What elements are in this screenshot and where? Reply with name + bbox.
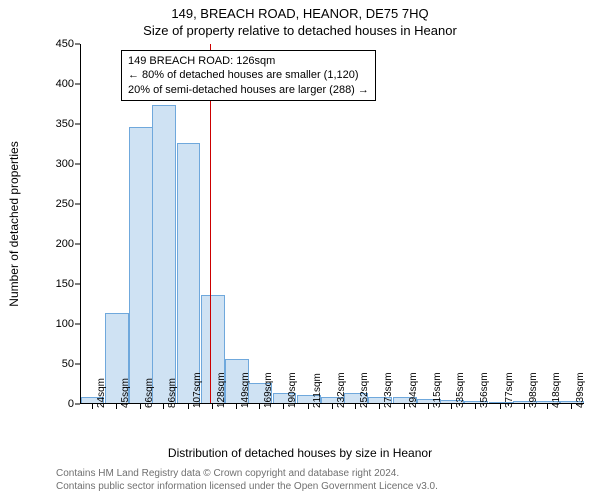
x-tick-label: 418sqm bbox=[551, 372, 562, 408]
x-tick-label: 190sqm bbox=[287, 372, 298, 408]
x-axis-title: Distribution of detached houses by size … bbox=[0, 446, 600, 460]
x-tick-label: 232sqm bbox=[336, 372, 347, 408]
y-tick-label: 450 bbox=[48, 38, 74, 50]
y-tick-mark bbox=[75, 204, 80, 205]
y-tick-mark bbox=[75, 324, 80, 325]
x-tick-mark bbox=[404, 404, 405, 409]
x-tick-label: 398sqm bbox=[528, 372, 539, 408]
x-tick-label: 356sqm bbox=[479, 372, 490, 408]
x-tick-mark bbox=[236, 404, 237, 409]
x-tick-label: 66sqm bbox=[144, 378, 155, 408]
x-tick-label: 86sqm bbox=[167, 378, 178, 408]
histogram-bar bbox=[129, 127, 153, 403]
y-tick-mark bbox=[75, 84, 80, 85]
x-tick-label: 335sqm bbox=[455, 372, 466, 408]
x-tick-label: 439sqm bbox=[575, 372, 586, 408]
info-line-3: 20% of semi-detached houses are larger (… bbox=[128, 83, 369, 97]
x-tick-mark bbox=[259, 404, 260, 409]
y-tick-mark bbox=[75, 244, 80, 245]
x-tick-label: 24sqm bbox=[96, 378, 107, 408]
x-tick-label: 107sqm bbox=[192, 372, 203, 408]
y-tick-label: 200 bbox=[48, 238, 74, 250]
y-tick-mark bbox=[75, 124, 80, 125]
y-axis-label: Number of detached properties bbox=[7, 141, 21, 306]
x-tick-mark bbox=[188, 404, 189, 409]
x-tick-mark bbox=[475, 404, 476, 409]
info-box: 149 BREACH ROAD: 126sqm ← 80% of detache… bbox=[121, 50, 376, 101]
x-tick-mark bbox=[140, 404, 141, 409]
x-tick-mark bbox=[524, 404, 525, 409]
histogram-bar bbox=[177, 143, 201, 403]
y-tick-mark bbox=[75, 404, 80, 405]
histogram-chart: 149 BREACH ROAD: 126sqm ← 80% of detache… bbox=[52, 44, 584, 404]
y-tick-mark bbox=[75, 364, 80, 365]
x-tick-mark bbox=[500, 404, 501, 409]
page-subtitle: Size of property relative to detached ho… bbox=[0, 21, 600, 38]
x-tick-mark bbox=[379, 404, 380, 409]
x-tick-mark bbox=[283, 404, 284, 409]
x-tick-label: 169sqm bbox=[263, 372, 274, 408]
histogram-bar bbox=[152, 105, 176, 403]
x-tick-mark bbox=[451, 404, 452, 409]
y-tick-label: 350 bbox=[48, 118, 74, 130]
x-tick-mark bbox=[308, 404, 309, 409]
info-line-1: 149 BREACH ROAD: 126sqm bbox=[128, 54, 369, 68]
x-tick-label: 294sqm bbox=[408, 372, 419, 408]
x-tick-mark bbox=[571, 404, 572, 409]
x-tick-mark bbox=[428, 404, 429, 409]
footnote-line-2: Contains public sector information licen… bbox=[56, 481, 592, 494]
footnote: Contains HM Land Registry data © Crown c… bbox=[56, 468, 592, 493]
x-tick-label: 377sqm bbox=[504, 372, 515, 408]
y-tick-label: 0 bbox=[48, 398, 74, 410]
x-tick-label: 273sqm bbox=[383, 372, 394, 408]
y-tick-label: 50 bbox=[48, 358, 74, 370]
x-tick-label: 128sqm bbox=[216, 372, 227, 408]
x-tick-label: 211sqm bbox=[312, 373, 323, 408]
x-tick-mark bbox=[547, 404, 548, 409]
page-title-address: 149, BREACH ROAD, HEANOR, DE75 7HQ bbox=[0, 0, 600, 21]
y-tick-mark bbox=[75, 284, 80, 285]
y-tick-label: 100 bbox=[48, 318, 74, 330]
info-line-2: ← 80% of detached houses are smaller (1,… bbox=[128, 68, 369, 82]
plot-area: 149 BREACH ROAD: 126sqm ← 80% of detache… bbox=[80, 44, 584, 404]
y-tick-label: 400 bbox=[48, 78, 74, 90]
y-tick-mark bbox=[75, 164, 80, 165]
y-tick-mark bbox=[75, 44, 80, 45]
x-tick-mark bbox=[332, 404, 333, 409]
x-tick-label: 315sqm bbox=[432, 372, 443, 408]
y-tick-label: 250 bbox=[48, 198, 74, 210]
y-tick-label: 300 bbox=[48, 158, 74, 170]
footnote-line-1: Contains HM Land Registry data © Crown c… bbox=[56, 468, 592, 481]
y-tick-label: 150 bbox=[48, 278, 74, 290]
x-tick-mark bbox=[163, 404, 164, 409]
x-tick-label: 45sqm bbox=[120, 378, 131, 408]
x-tick-label: 149sqm bbox=[240, 372, 251, 408]
x-tick-mark bbox=[355, 404, 356, 409]
x-tick-label: 252sqm bbox=[359, 372, 370, 408]
x-tick-mark bbox=[92, 404, 93, 409]
x-tick-mark bbox=[116, 404, 117, 409]
x-tick-mark bbox=[212, 404, 213, 409]
